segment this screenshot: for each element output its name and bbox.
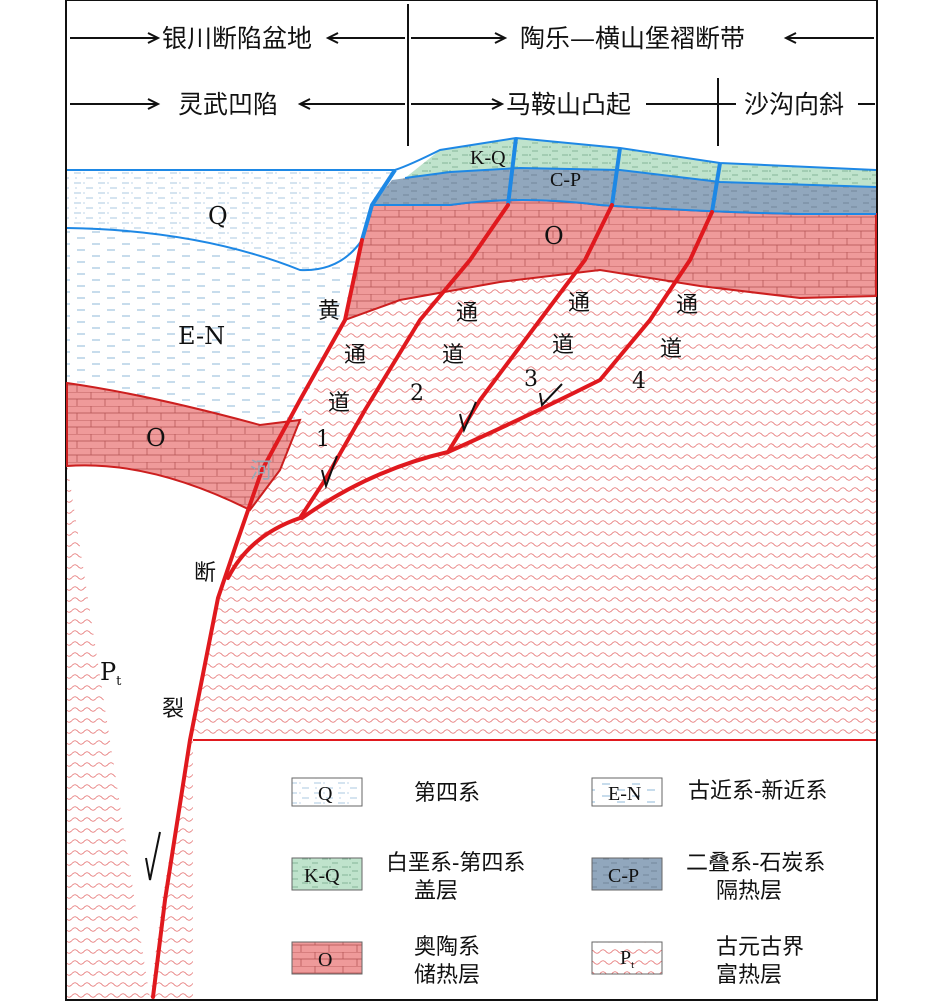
arrow-row2-mid-head — [491, 98, 505, 110]
legend-swatch-kq — [291, 857, 363, 891]
channel-2-char-2: 道 — [442, 343, 464, 368]
legend-code-pt: Pt — [620, 947, 634, 971]
channel-4-char-1: 通 — [676, 293, 698, 318]
legend-text-q: 第四系 — [414, 781, 480, 806]
legend-text-en: 古近系-新近系 — [688, 779, 827, 804]
yellow-river-fault — [151, 238, 364, 999]
legend-text-pt-1: 古元古界 — [716, 935, 804, 960]
channel-2-char-1: 通 — [456, 301, 478, 326]
o-right-unit-label: O — [544, 222, 564, 250]
en-tertiary-layer — [67, 228, 362, 425]
arrow-channel-2 — [459, 401, 477, 434]
cp-base-line — [372, 199, 876, 215]
arrow-channel-3 — [539, 383, 563, 408]
channel-3-char-2: 道 — [552, 333, 574, 358]
o-left-unit-label: O — [146, 424, 166, 452]
arrow-row1-left-b-head — [325, 32, 339, 44]
o-left-reservoir-layer — [66, 381, 302, 512]
arrow-row1-right-b-head — [783, 32, 797, 44]
pt-unit-main: P — [100, 658, 116, 686]
en-unit-label: E-N — [178, 322, 225, 350]
legend-code-cp: C-P — [608, 865, 639, 887]
legend-text-kq-2: 盖层 — [414, 879, 458, 904]
pt-unit-sub: t — [116, 674, 122, 689]
legend-swatch-o — [291, 941, 363, 975]
legend-swatch-q — [291, 777, 363, 807]
legend-text-kq-1: 白垩系-第四系 — [386, 851, 525, 876]
channel-4-number: 4 — [632, 369, 646, 394]
channel-3-fault — [446, 210, 714, 454]
fault-lines — [151, 203, 714, 999]
legend-code-o: O — [318, 949, 332, 971]
legend-swatch-pt — [591, 941, 663, 975]
header-syncline-label: 沙沟向斜 — [744, 90, 844, 119]
header-uplift-label: 马鞍山凸起 — [506, 90, 631, 119]
kq-cap-layer — [405, 138, 876, 187]
legend-text-cp-1: 二叠系-石炭系 — [686, 851, 825, 876]
legend-swatch-en — [591, 777, 663, 807]
q-quaternary-layer — [67, 170, 395, 271]
fault-offset-1 — [506, 137, 518, 206]
channel-4-char-2: 道 — [660, 337, 682, 362]
cp-insulating-layer — [372, 168, 876, 214]
kq-base-line — [404, 166, 877, 188]
channel-3-number: 3 — [524, 367, 538, 392]
pt-unit-label: Pt — [100, 658, 122, 689]
legend-code-pt-main: P — [620, 947, 631, 969]
arrow-fault-main — [145, 831, 161, 881]
legend-text-pt-2: 富热层 — [716, 963, 782, 988]
legend-text-cp-2: 隔热层 — [716, 879, 782, 904]
arrow-row2-left-a-head — [147, 98, 161, 110]
q-base-line — [66, 227, 363, 272]
movement-arrows — [145, 383, 563, 881]
q-unit-label: Q — [208, 202, 228, 230]
fault-offset-2 — [610, 147, 622, 206]
channel-1-fault — [226, 203, 510, 580]
header-structure — [70, 4, 875, 146]
channel-3-char-1: 通 — [568, 291, 590, 316]
fault-char-3: 断 — [194, 561, 216, 586]
legend-code-pt-sub: t — [631, 959, 634, 971]
channel-2-fault — [300, 203, 614, 520]
fault-offset-3 — [710, 162, 722, 213]
ground-surface-line — [67, 136, 877, 171]
legend-text-o-2: 储热层 — [414, 963, 480, 988]
fault-char-2: 河 — [250, 459, 272, 484]
legend-text-o-1: 奥陶系 — [414, 935, 480, 960]
arrow-row1-left-a-head — [147, 32, 161, 44]
arrow-row2-left-b-head — [297, 98, 311, 110]
cp-unit-label: C-P — [550, 169, 581, 191]
channel-2-number: 2 — [410, 381, 424, 406]
arrow-channel-1 — [321, 455, 338, 490]
legend-swatch-cp — [591, 857, 663, 891]
header-depression-label: 灵武凹陷 — [178, 90, 278, 119]
legend: Q 第四系 E-N 古近系-新近系 K-Q 白垩系-第四系 盖层 C-P 二叠系… — [291, 777, 827, 988]
legend-code-kq: K-Q — [304, 865, 340, 887]
channel-1-char-2: 道 — [328, 391, 350, 416]
fault-char-4: 裂 — [162, 697, 184, 722]
legend-code-en: E-N — [608, 783, 641, 805]
channel-1-char-1: 通 — [344, 343, 366, 368]
header-fold-belt-label: 陶乐—横山堡褶断带 — [520, 24, 745, 53]
arrow-row1-right-a-head — [494, 32, 508, 44]
header-basin-label: 银川断陷盆地 — [162, 24, 312, 53]
fault-char-1: 黄 — [318, 299, 340, 324]
kq-unit-label: K-Q — [470, 147, 506, 169]
blue-boundaries — [66, 136, 877, 272]
channel-1-number: 1 — [316, 427, 330, 452]
legend-code-q: Q — [318, 783, 333, 805]
uplift-flank-line — [360, 168, 397, 241]
